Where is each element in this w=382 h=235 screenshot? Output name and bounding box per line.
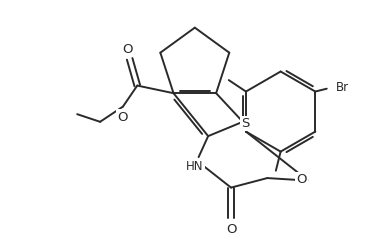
Text: O: O — [226, 223, 236, 235]
Text: Br: Br — [336, 81, 350, 94]
Text: O: O — [117, 110, 127, 124]
Text: HN: HN — [186, 160, 204, 173]
Text: O: O — [296, 173, 307, 186]
Text: S: S — [241, 117, 250, 130]
Text: O: O — [123, 43, 133, 56]
